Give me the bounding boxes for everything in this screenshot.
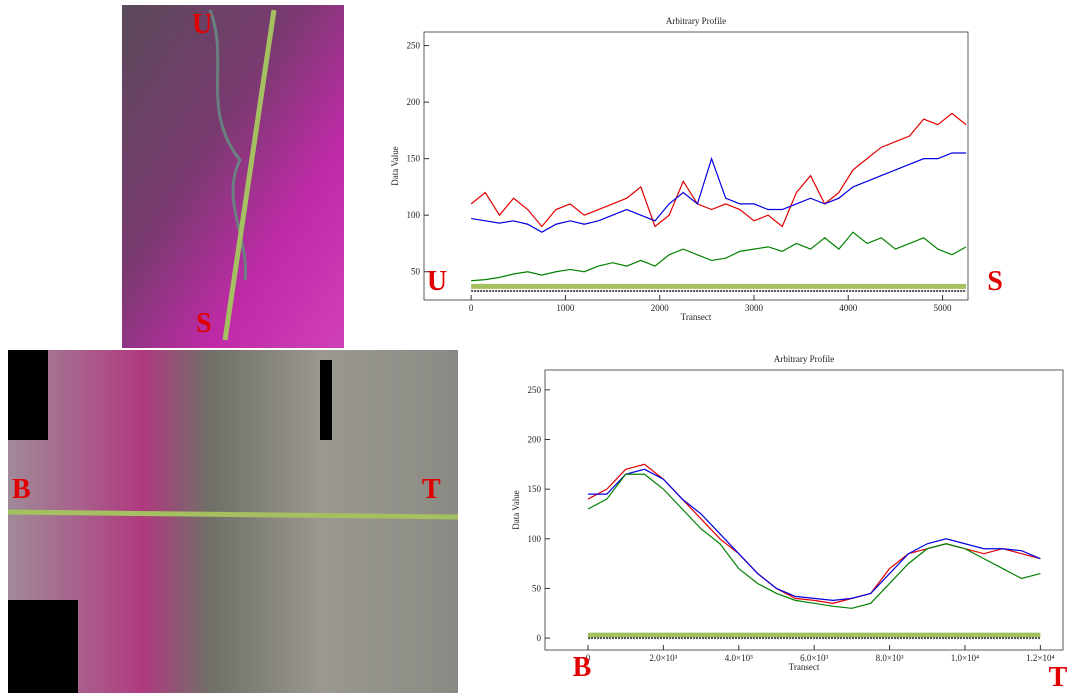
- y-tick-label: 50: [411, 267, 421, 277]
- y-axis-label: Data Value: [390, 146, 400, 186]
- x-tick-label: 1.0×10⁴: [951, 653, 979, 663]
- y-tick-label: 150: [528, 484, 542, 494]
- x-tick-label: 2000: [651, 303, 670, 313]
- chart-title: Arbitrary Profile: [774, 354, 834, 364]
- y-tick-label: 250: [528, 385, 542, 395]
- y-tick-label: 0: [537, 633, 542, 643]
- series-line: [588, 469, 1040, 600]
- x-tick-label: 8.0×10³: [876, 653, 904, 663]
- y-tick-label: 150: [407, 154, 421, 164]
- y-tick-label: 200: [528, 435, 542, 445]
- chart: Arbitrary Profile Transect Data Value 0 1000…: [390, 16, 1003, 322]
- image-label: S: [196, 308, 212, 339]
- annotation: B: [573, 652, 592, 683]
- y-tick-label: 100: [407, 210, 421, 220]
- annotation: S: [987, 266, 1003, 297]
- satellite-image-2: B T: [8, 350, 458, 693]
- image-label: T: [422, 474, 441, 505]
- annotation: T: [1049, 662, 1068, 693]
- y-tick-label: 200: [407, 97, 421, 107]
- annotation: U: [427, 266, 447, 297]
- y-tick-label: 100: [528, 534, 542, 544]
- x-tick-label: 3000: [745, 303, 764, 313]
- y-axis-label: Data Value: [511, 490, 521, 530]
- series-line: [588, 464, 1040, 603]
- series-line: [471, 153, 966, 232]
- y-tick-label: 50: [532, 583, 542, 593]
- satellite-image-1: U S: [122, 5, 344, 348]
- x-axis-label: Transect: [789, 662, 820, 672]
- page: U S B T Arbitrary Profile Transect Data Va…: [0, 0, 1079, 693]
- chart-title: Arbitrary Profile: [666, 16, 726, 26]
- plot-frame: [424, 32, 968, 300]
- plot-frame: [545, 370, 1063, 650]
- series-line: [588, 474, 1040, 608]
- chart: Arbitrary Profile Transect Data Value 0 2.0×…: [511, 354, 1068, 693]
- x-tick-label: 6.0×10³: [800, 653, 828, 663]
- x-tick-label: 1000: [556, 303, 575, 313]
- y-tick-label: 250: [407, 41, 421, 51]
- x-axis-label: Transect: [681, 312, 712, 322]
- x-tick-label: 0: [469, 303, 474, 313]
- x-tick-label: 4.0×10³: [725, 653, 753, 663]
- series-line: [471, 232, 966, 281]
- x-tick-label: 2.0×10³: [649, 653, 677, 663]
- x-tick-label: 4000: [839, 303, 858, 313]
- x-tick-label: 5000: [934, 303, 953, 313]
- series-line: [471, 113, 966, 226]
- image-label: U: [192, 9, 212, 40]
- image-label: B: [12, 474, 31, 505]
